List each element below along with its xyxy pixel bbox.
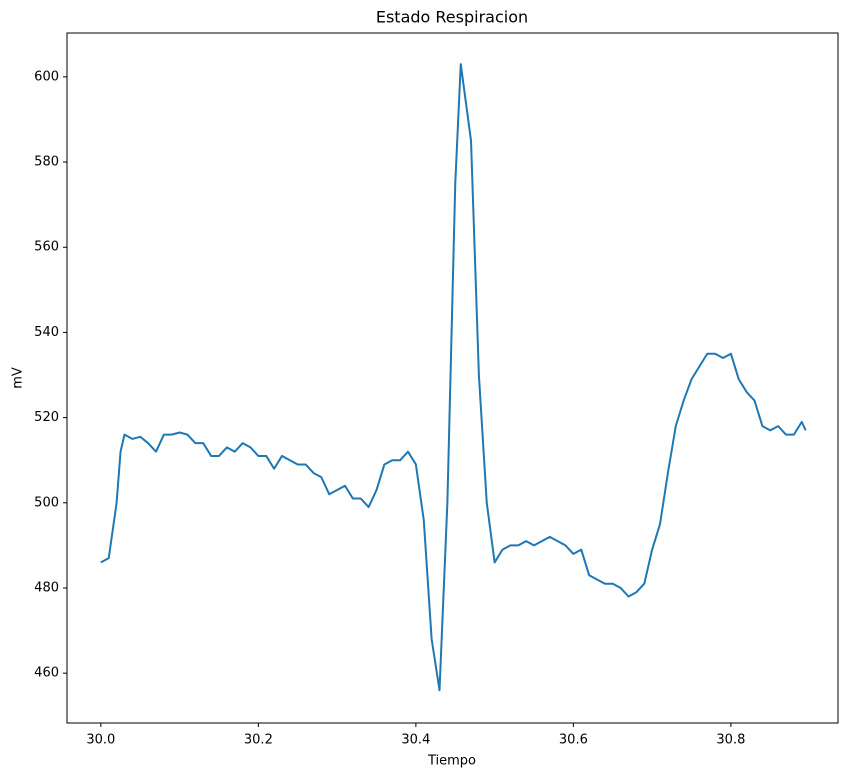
y-tick-label: 520	[34, 410, 59, 425]
x-axis-label: Tiempo	[427, 754, 476, 769]
y-tick-label: 560	[34, 240, 59, 255]
chart-title: Estado Respiracion	[376, 8, 528, 27]
data-line	[100, 63, 807, 692]
plot-frame	[66, 32, 839, 724]
x-tick-label: 30.4	[401, 733, 430, 748]
y-axis-label: mV	[11, 367, 26, 389]
y-tick-label: 500	[34, 495, 59, 510]
x-tick-label: 30.2	[244, 733, 273, 748]
y-tick-label: 580	[34, 155, 59, 170]
y-tick-label: 480	[34, 580, 59, 595]
x-tick-label: 30.6	[559, 733, 588, 748]
y-tick-label: 460	[34, 666, 59, 681]
y-tick-label: 600	[34, 69, 59, 84]
y-tick-label: 540	[34, 325, 59, 340]
x-tick-label: 30.0	[86, 733, 115, 748]
x-tick-label: 30.8	[716, 733, 745, 748]
